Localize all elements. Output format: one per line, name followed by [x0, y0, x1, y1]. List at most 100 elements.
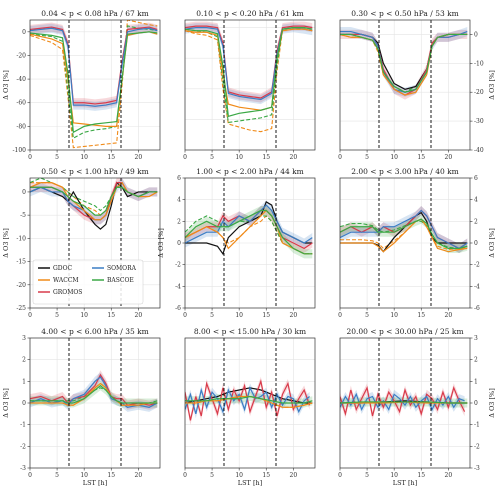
x-tick-label: 0 — [338, 472, 342, 479]
y-tick-label: -1 — [20, 422, 26, 429]
band-gromos — [185, 205, 313, 253]
y-tick-label: 2 — [474, 357, 478, 364]
x-tick-label: 20 — [445, 312, 453, 319]
x-tick-label: 0 — [183, 154, 187, 161]
y-tick-label: 0 — [177, 240, 181, 247]
series-gromos — [30, 373, 158, 406]
plot-area — [30, 178, 158, 308]
y-tick-label: 4 — [177, 197, 181, 204]
panel-title: 20.00 < p < 30.00 hPa / 25 km — [346, 327, 463, 336]
x-tick-label: 15 — [417, 154, 425, 161]
y-axis-label: Δ O3 [%] — [488, 70, 496, 100]
legend-label-gromos: GROMOS — [53, 289, 82, 296]
series-somora — [340, 209, 468, 250]
y-tick-label: -10 — [474, 60, 484, 67]
x-tick-label: 15 — [262, 312, 270, 319]
series-somora — [30, 27, 158, 107]
y-axis-label: Δ O3 [%] — [2, 388, 10, 418]
y-tick-label: -15 — [16, 259, 26, 266]
y-tick-label: -5 — [20, 212, 26, 219]
y-tick-label: -2 — [474, 443, 480, 450]
y-tick-label: 0 — [22, 189, 26, 196]
y-tick-label: -2 — [175, 262, 181, 269]
band-gromos — [340, 205, 468, 253]
series-gromos — [340, 385, 466, 417]
x-tick-label: 0 — [28, 472, 32, 479]
y-tick-label: -3 — [474, 465, 480, 472]
x-tick-label: 10 — [390, 472, 398, 479]
series-bascoe — [185, 395, 313, 404]
y-tick-label: 6 — [474, 175, 478, 182]
series-waccm — [185, 28, 313, 111]
band-somora — [340, 27, 468, 97]
y-tick-label: 0 — [474, 240, 478, 247]
panel-frame — [184, 19, 316, 151]
x-tick-label: 10 — [390, 154, 398, 161]
x-tick-label: 15 — [262, 472, 270, 479]
panel-title: 4.00 < p < 6.00 hPa / 35 km — [41, 327, 149, 336]
series-waccm — [30, 382, 158, 406]
y-axis-label: Δ O3 [%] — [2, 70, 10, 100]
y-tick-label: 0 — [22, 29, 26, 36]
x-tick-label: 15 — [107, 154, 115, 161]
plot-area — [185, 20, 313, 150]
y-tick-label: 2 — [177, 218, 181, 225]
x-tick-label: 0 — [338, 154, 342, 161]
y-tick-label: 0 — [474, 31, 478, 38]
series-bascoe-dashed — [30, 25, 158, 140]
x-tick-label: 20 — [135, 312, 143, 319]
y-tick-label: -40 — [474, 147, 484, 154]
y-tick-label: -6 — [175, 305, 181, 312]
series-somora — [185, 204, 313, 244]
series-waccm — [340, 218, 468, 253]
x-tick-label: 5 — [365, 312, 369, 319]
panel-frame — [29, 19, 161, 151]
legend-label-waccm: WACCM — [53, 277, 79, 284]
x-tick-label: 20 — [135, 154, 143, 161]
plot-area — [340, 178, 468, 308]
x-tick-label: 5 — [210, 472, 214, 479]
series-waccm-dashed — [185, 28, 313, 133]
x-tick-label: 5 — [365, 154, 369, 161]
x-tick-label: 20 — [290, 154, 298, 161]
y-tick-label: 2 — [474, 218, 478, 225]
plot-area — [30, 20, 158, 150]
series-bascoe — [185, 209, 313, 255]
y-tick-label: -3 — [20, 465, 26, 472]
panel-6: 2.00 < p < 3.00 hPa / 40 km0 5 10 15 206420-… — [338, 167, 496, 319]
y-axis-label: Δ O3 [%] — [157, 228, 165, 258]
x-tick-label: 15 — [417, 472, 425, 479]
x-tick-label: 0 — [338, 312, 342, 319]
x-tick-label: 5 — [55, 472, 59, 479]
series-bascoe — [30, 31, 158, 134]
x-tick-label: 15 — [417, 312, 425, 319]
series-bascoe — [30, 384, 158, 404]
series-gromos — [30, 26, 158, 105]
y-tick-label: -2 — [20, 443, 26, 450]
x-tick-label: 20 — [135, 472, 143, 479]
y-tick-label: -4 — [175, 283, 181, 290]
x-tick-label: 10 — [80, 154, 88, 161]
y-tick-label: -60 — [16, 100, 26, 107]
x-tick-label: 10 — [235, 472, 243, 479]
panel-8: 8.00 < p < 15.00 hPa / 30 km 0 5 10 15 20 LST … — [183, 327, 316, 487]
x-tick-label: 0 — [28, 312, 32, 319]
y-tick-label: 0 — [22, 400, 26, 407]
y-tick-label: 4 — [474, 197, 478, 204]
x-tick-label: 5 — [55, 312, 59, 319]
x-tick-label: 15 — [107, 472, 115, 479]
y-axis-label: Δ O3 [%] — [488, 388, 496, 418]
panel-4: 0.50 < p < 1.00 hPa / 49 km 0 5 10 15 20 0 -5 -1… — [2, 167, 161, 319]
y-tick-label: 1 — [474, 378, 478, 385]
plot-area — [185, 338, 313, 468]
legend-label-gdoc: GDOC — [53, 265, 73, 272]
x-tick-label: 20 — [290, 472, 298, 479]
series-bascoe — [340, 218, 468, 250]
x-tick-label: 10 — [390, 312, 398, 319]
x-tick-label: 0 — [183, 472, 187, 479]
plot-area — [340, 338, 468, 468]
x-tick-label: 5 — [210, 312, 214, 319]
y-tick-label: 3 — [22, 335, 26, 342]
